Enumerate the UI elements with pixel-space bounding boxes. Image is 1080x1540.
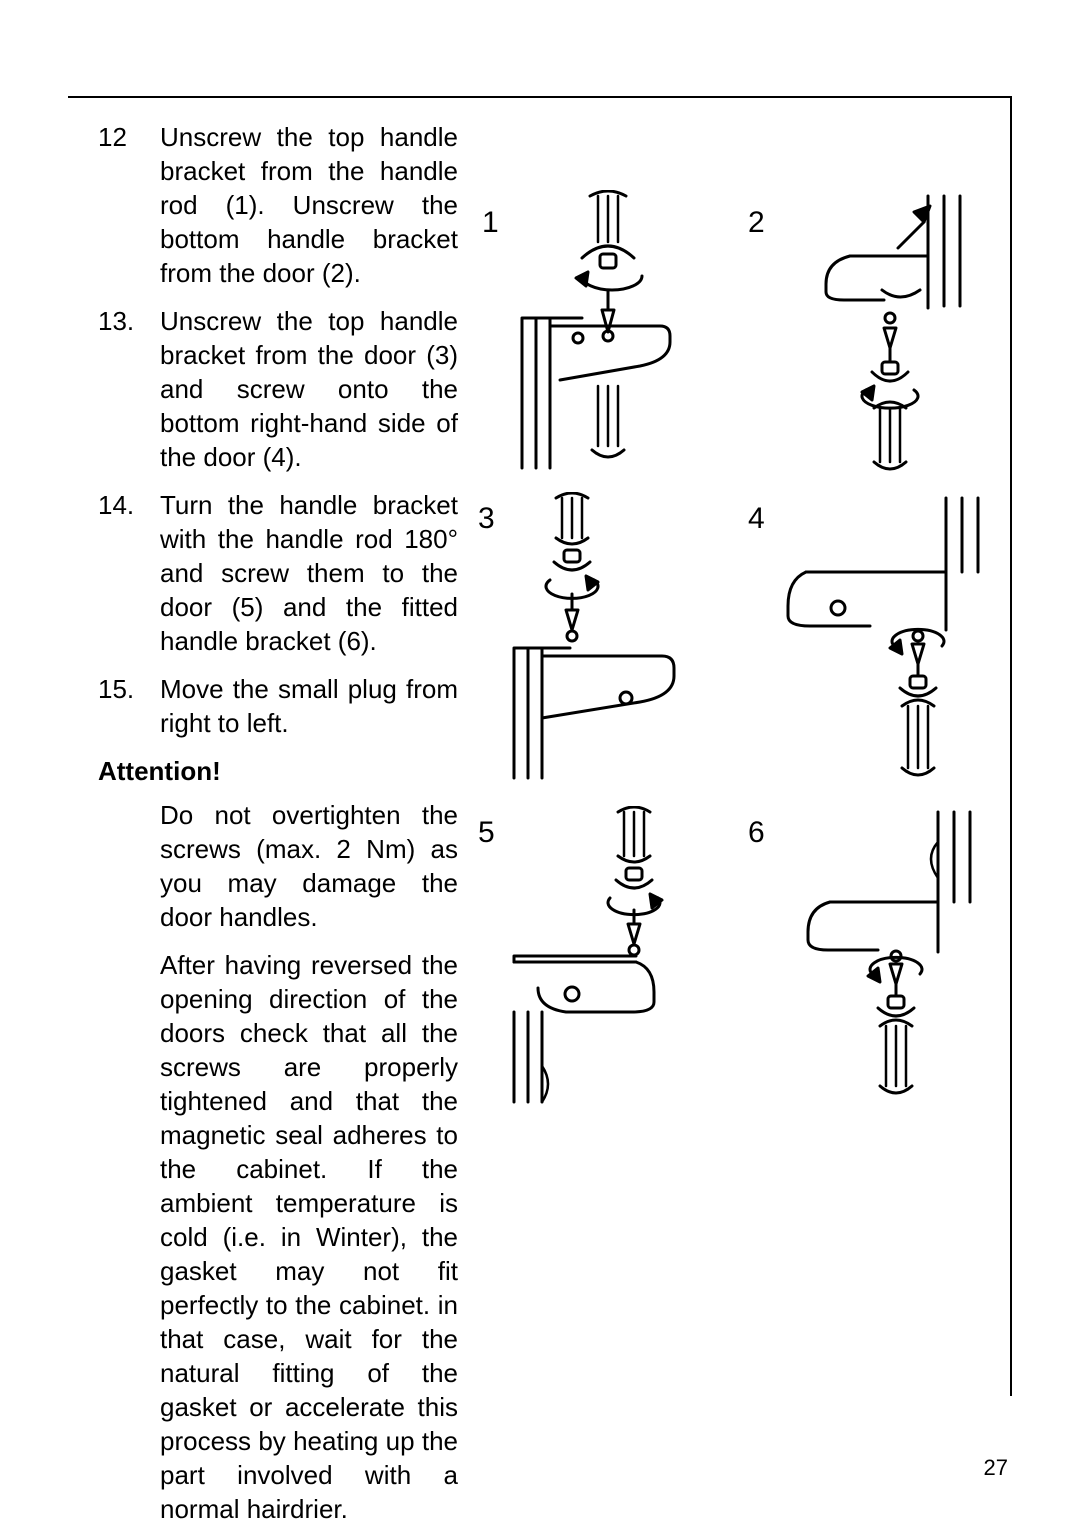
figure-label-6: 6 [748,816,765,850]
diagram-icon [508,806,738,1116]
step-text: Turn the handle bracket with the handle … [160,488,458,658]
figure-label-3: 3 [478,502,495,536]
diagram-icon [778,190,988,480]
page-number: 27 [984,1455,1008,1481]
page: 12 Unscrew the top handle bracket from t… [0,0,1080,1529]
attention-heading: Attention! [98,754,458,788]
diagram-icon [508,492,718,792]
step-13: 13. Unscrew the top handle bracket from … [98,304,458,474]
diagram-icon [778,492,998,802]
step-number: 12 [98,120,160,290]
step-number: 13. [98,304,160,474]
step-12: 12 Unscrew the top handle bracket from t… [98,120,458,290]
step-15: 15. Move the small plug from right to le… [98,672,458,740]
figure-5 [508,806,738,1116]
step-text: Unscrew the top handle bracket from the … [160,304,458,474]
attention-paragraph: Do not overtighten the screws (max. 2 Nm… [160,798,458,934]
figure-4 [778,492,998,802]
step-text: Move the small plug from right to left. [160,672,458,740]
figure-2 [778,190,988,480]
step-number: 14. [98,488,160,658]
step-number: 15. [98,672,160,740]
figure-label-1: 1 [482,206,499,240]
figure-1 [512,190,722,480]
top-rule [68,96,1012,98]
attention-paragraph: After having reversed the ope­ning direc… [160,948,458,1526]
figure-6 [778,806,998,1116]
text-column: 12 Unscrew the top handle bracket from t… [98,120,458,1540]
figure-label-5: 5 [478,816,495,850]
figure-label-2: 2 [748,206,765,240]
figure-grid: 1 [492,200,1012,1100]
step-14: 14. Turn the handle bracket with the han… [98,488,458,658]
figure-3 [508,492,718,792]
step-text: Unscrew the top handle bracket from the … [160,120,458,290]
figure-label-4: 4 [748,502,765,536]
diagram-icon [778,806,998,1116]
diagram-icon [512,190,722,480]
